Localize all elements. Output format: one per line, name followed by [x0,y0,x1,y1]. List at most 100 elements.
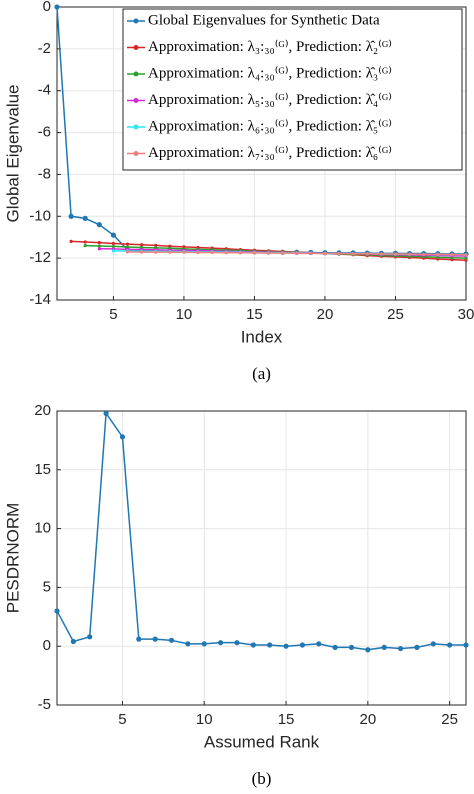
data-point [83,243,87,248]
y-tick-label: -2 [38,40,51,57]
data-point [238,251,242,255]
legend-label: Approximation: λ₄:₃₀⁽ᴳ⁾, Prediction: λ̂₃… [148,65,392,81]
data-point [397,645,404,652]
data-point [54,608,60,614]
x-tick-label: 5 [118,711,126,728]
axes-frame [56,410,467,706]
x-tick-label: 20 [359,711,376,728]
data-point [299,642,305,648]
data-point [54,4,60,10]
data-point [332,644,338,650]
legend-label: Approximation: λ₇:₃₀⁽ᴳ⁾, Prediction: λ̂₆… [148,145,392,161]
x-axis-label: Assumed Rank [204,732,320,751]
data-point [365,252,369,256]
data-point [96,222,102,228]
y-tick-label: -8 [38,165,51,182]
y-tick-label: -5 [38,696,51,713]
series-line [56,411,466,651]
y-tick-label: -14 [29,291,51,308]
data-point [97,241,101,245]
data-point [140,250,144,254]
data-point [463,642,469,648]
data-point [283,643,289,649]
data-point [110,232,117,238]
data-point [281,251,285,255]
data-point [201,641,207,647]
x-tick-label: 5 [109,306,117,323]
data-point [224,251,228,255]
data-point [464,253,468,257]
data-point [182,250,186,254]
y-tick-label: 20 [34,402,51,419]
caption: (a) [252,364,271,383]
y-tick-label: -4 [38,82,51,99]
data-point [82,215,88,221]
y-tick-label: -10 [29,207,51,224]
data-point [252,251,257,255]
data-point [323,251,327,256]
y-tick-label: 0 [43,637,51,654]
data-point [154,250,158,254]
data-point [136,636,142,642]
data-point [111,241,116,246]
x-tick-label: 30 [458,306,474,323]
data-point [152,636,158,642]
data-point [210,250,214,255]
data-point [70,638,76,645]
data-point [154,243,158,247]
data-point [196,250,200,255]
data-point [97,247,101,251]
x-tick-label: 20 [317,306,334,323]
data-point [337,251,341,256]
data-point [447,642,453,648]
data-point [436,252,440,256]
data-point [103,410,109,416]
x-tick-label: 15 [246,306,263,323]
data-point [351,252,355,256]
data-point [379,252,383,256]
y-axis-label: Global Eigenvalue [3,85,22,223]
data-point [266,251,271,255]
data-point [365,647,371,653]
data-point [83,240,87,244]
data-point [125,250,130,254]
y-tick-label: 15 [34,461,51,478]
data-point [125,245,130,249]
data-point [407,252,412,256]
data-point [234,640,240,646]
data-point [69,239,73,243]
legend-marker [133,98,139,103]
plot-area [57,411,466,705]
data-point [414,644,420,650]
x-tick-label: 15 [278,711,295,728]
legend-label: Approximation: λ₅:₃₀⁽ᴳ⁾, Prediction: λ̂₄… [148,92,392,108]
caption: (b) [252,769,272,788]
data-point [267,642,273,648]
data-point [168,250,172,254]
data-point [430,641,436,647]
legend-label: Approximation: λ₆:₃₀⁽ᴳ⁾, Prediction: λ̂₅… [148,118,392,134]
x-tick-label: 25 [441,711,458,728]
data-point [119,434,126,440]
legend-label: Global Eigenvalues for Synthetic Data [148,12,380,28]
data-point [309,251,313,255]
data-point [250,642,256,648]
data-point [381,644,387,650]
y-tick-label: -12 [29,249,51,266]
data-point [218,640,224,646]
data-point [422,252,426,256]
data-point [68,213,74,219]
legend-marker [133,45,139,50]
data-point [295,251,299,255]
data-point [125,242,130,246]
legend-marker [133,151,139,156]
legend-box [122,8,463,171]
y-tick-label: -6 [38,124,51,141]
y-tick-label: 10 [34,520,51,537]
y-tick-label: 0 [43,0,51,15]
legend-marker [133,71,139,77]
legend-marker [133,18,139,24]
data-point [393,252,398,256]
x-axis-label: Index [241,327,283,346]
